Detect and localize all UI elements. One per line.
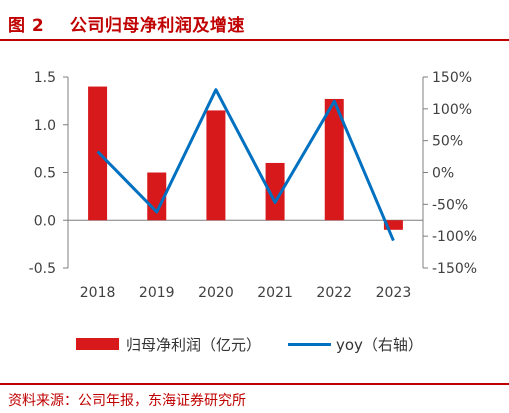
- chart-canvas: -0.5 0.0 0.5 1.0 1.5 -150% -100% -50% 0% 50% 100% 1…: [29, 70, 477, 301]
- x-axis-tick-label: 2022: [316, 285, 352, 301]
- bar-2021: [265, 162, 285, 221]
- right-axis-tick-label: 100%: [432, 102, 472, 118]
- left-axis-tick-label: 1.5: [34, 70, 56, 86]
- figure-header: 图 2 公司归母净利润及增速: [0, 0, 509, 41]
- legend-swatch-bar: [76, 338, 119, 350]
- x-axis-tick-label: 2018: [80, 285, 116, 301]
- legend-label-line: yoy（右轴）: [336, 336, 423, 354]
- right-axis-tick-label: -150%: [432, 261, 477, 277]
- bar-2023: [383, 220, 403, 230]
- bar-2022: [324, 98, 344, 221]
- x-axis-tick-label: 2020: [198, 285, 234, 301]
- bar-2020: [206, 110, 226, 221]
- legend-label-bar: 归母净利润（亿元）: [126, 336, 262, 354]
- right-axis-tick-label: -100%: [432, 229, 477, 245]
- chart-legend: 归母净利润（亿元） yoy（右轴）: [0, 333, 509, 355]
- figure-title: 图 2 公司归母净利润及增速: [8, 16, 245, 36]
- left-axis-tick-label: 1.0: [34, 118, 56, 134]
- right-axis-tick-label: 50%: [432, 134, 463, 150]
- x-axis-tick-label: 2023: [376, 285, 412, 301]
- source-note: 资料来源：公司年报，东海证券研究所: [8, 393, 246, 409]
- header-divider: [0, 39, 509, 41]
- right-axis-tick-label: 150%: [432, 70, 472, 86]
- legend-swatch-line: [288, 343, 331, 346]
- x-axis-tick-label: 2021: [257, 285, 293, 301]
- left-axis-tick-label: 0.0: [34, 213, 56, 229]
- left-axis-tick-label: 0.5: [34, 166, 56, 182]
- yoy-line: [96, 88, 395, 242]
- right-axis-tick-label: 0%: [432, 166, 454, 182]
- footer-divider: [0, 383, 509, 385]
- right-axis-tick-label: -50%: [432, 197, 468, 213]
- left-axis-tick-label: -0.5: [29, 261, 56, 277]
- x-axis-tick-label: 2019: [139, 285, 175, 301]
